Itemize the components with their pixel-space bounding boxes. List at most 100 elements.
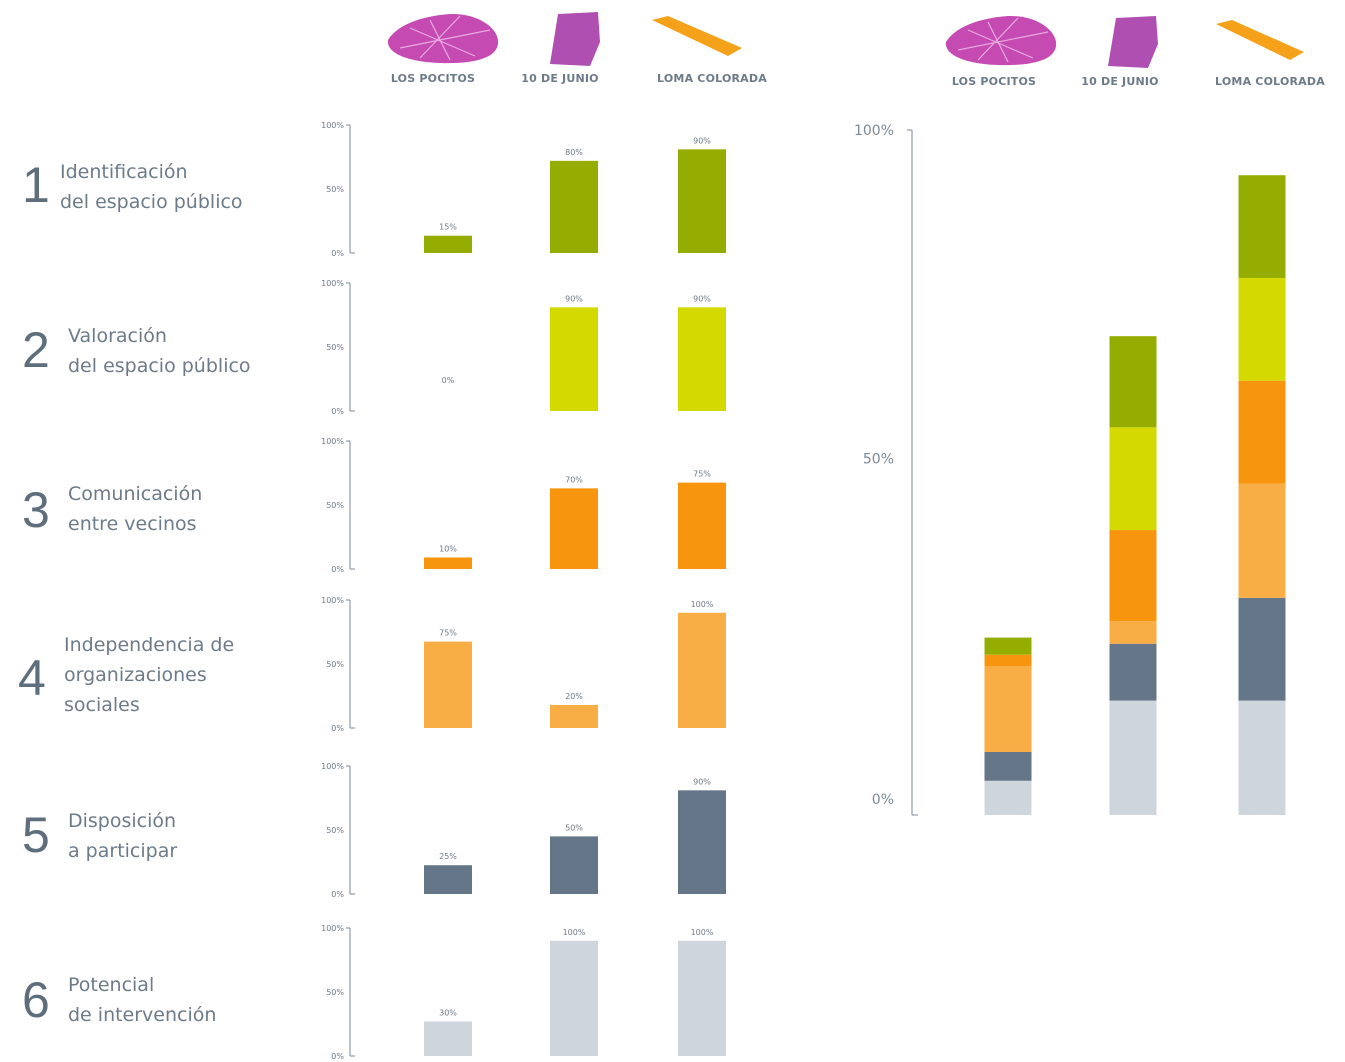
- stack-segment-3-0: [984, 654, 1032, 667]
- y-tick-label: 50%: [326, 501, 344, 510]
- y-tick-label: 100%: [321, 596, 344, 605]
- y-tick-label: 0%: [331, 407, 344, 416]
- right-header-10-de-junio: 10 DE JUNIO: [1081, 75, 1159, 88]
- data-label: 0%: [442, 376, 455, 385]
- diez-de-junio-map-icon: [550, 12, 600, 66]
- y-tick-label: 50%: [863, 452, 894, 468]
- stack-segment-1-1: [1109, 336, 1157, 428]
- stack-segment-4-2: [1238, 483, 1286, 598]
- y-tick-label: 50%: [326, 826, 344, 835]
- data-label: 20%: [565, 692, 583, 701]
- indicator-number-1: 1: [22, 157, 50, 213]
- y-tick-label: 50%: [326, 988, 344, 997]
- y-tick-label: 50%: [326, 343, 344, 352]
- bar-6-1: [550, 940, 598, 1056]
- right-header-los-pocitos: LOS POCITOS: [951, 75, 1037, 88]
- indicator-title-4: Independencia de organizaciones sociales: [64, 634, 235, 716]
- data-label: 100%: [691, 600, 714, 609]
- bar-4-1: [550, 704, 598, 728]
- data-label: 15%: [439, 223, 457, 232]
- data-label: 10%: [439, 544, 457, 553]
- indicator-title-6: Potencial de intervención: [68, 974, 217, 1026]
- indicator-chart-2: 100% 50% 0% 0% 90% 90%: [321, 279, 726, 416]
- stack-segment-1-2: [1238, 175, 1286, 278]
- stack-segment-1-0: [984, 637, 1032, 655]
- stack-segment-3-1: [1109, 530, 1157, 622]
- neighborhood-icons-left: [387, 12, 742, 66]
- bar-6-2: [678, 940, 726, 1056]
- bar-6-0: [424, 1021, 472, 1056]
- data-label: 25%: [439, 852, 457, 861]
- y-tick-label: 100%: [321, 762, 344, 771]
- left-header-loma-colorada: LOMA COLORADA: [657, 72, 767, 85]
- stacked-summary-chart: 0% 50% 100%: [854, 123, 1286, 816]
- bar-2-1: [550, 307, 598, 411]
- stack-segment-5-0: [984, 751, 1032, 781]
- data-label: 75%: [693, 470, 711, 479]
- indicator-number-4: 4: [18, 650, 46, 706]
- data-label: 75%: [439, 629, 457, 638]
- y-tick-label: 100%: [321, 437, 344, 446]
- indicator-title-3: Comunicación entre vecinos: [68, 483, 203, 535]
- y-tick-label: 0%: [331, 890, 344, 899]
- left-header-10-de-junio: 10 DE JUNIO: [521, 72, 599, 85]
- bar-3-2: [678, 482, 726, 569]
- left-header-los-pocitos: LOS POCITOS: [390, 72, 476, 85]
- stack-segment-6-1: [1109, 700, 1157, 815]
- y-tick-label: 50%: [326, 185, 344, 194]
- y-tick-label: 0%: [331, 565, 344, 574]
- indicator-title-2: Valoración del espacio público: [68, 325, 251, 377]
- bar-5-0: [424, 865, 472, 894]
- bar-1-2: [678, 149, 726, 253]
- bar-1-0: [424, 235, 472, 253]
- data-label: 90%: [693, 777, 711, 786]
- stack-segment-5-2: [1238, 597, 1286, 701]
- y-tick-label: 100%: [321, 924, 344, 933]
- indicator-chart-3: 100% 50% 0% 10% 70% 75%: [321, 437, 726, 574]
- indicator-chart-6: 100% 50% 0% 30% 100% 100%: [321, 924, 726, 1061]
- stack-segment-6-0: [984, 780, 1032, 815]
- stack-segment-2-2: [1238, 277, 1286, 381]
- bar-5-2: [678, 790, 726, 894]
- bar-3-0: [424, 557, 472, 569]
- indicator-number-3: 3: [22, 482, 50, 538]
- loma-colorada-map-icon: [652, 16, 742, 56]
- data-label: 30%: [439, 1008, 457, 1017]
- diez-de-junio-map-icon: [1108, 16, 1158, 68]
- bar-4-2: [678, 612, 726, 728]
- indicator-chart-4: 100% 50% 0% 75% 20% 100%: [321, 596, 726, 733]
- data-label: 100%: [691, 928, 714, 937]
- bar-4-0: [424, 641, 472, 728]
- indicator-bar-charts: 100% 50% 0% 15% 80% 90% 100% 50% 0% 0% 90% 90% 100% 5…: [321, 121, 726, 1061]
- stack-segment-3-2: [1238, 380, 1286, 484]
- los-pocitos-map-icon: [387, 13, 499, 64]
- indicator-title-5: Disposición a participar: [68, 810, 178, 862]
- bar-1-1: [550, 160, 598, 253]
- data-label: 70%: [565, 475, 583, 484]
- y-tick-label: 0%: [872, 792, 894, 808]
- data-label: 100%: [563, 928, 586, 937]
- los-pocitos-map-icon: [945, 15, 1057, 66]
- stack-segment-5-1: [1109, 643, 1157, 701]
- y-tick-label: 100%: [321, 279, 344, 288]
- indicator-chart-1: 100% 50% 0% 15% 80% 90%: [321, 121, 726, 258]
- data-label: 90%: [693, 136, 711, 145]
- neighborhood-icons-right: [945, 15, 1304, 68]
- y-tick-label: 0%: [331, 249, 344, 258]
- loma-colorada-map-icon: [1216, 20, 1304, 60]
- y-tick-label: 0%: [331, 724, 344, 733]
- indicator-number-2: 2: [22, 322, 50, 378]
- y-tick-label: 0%: [331, 1052, 344, 1061]
- right-header-loma-colorada: LOMA COLORADA: [1215, 75, 1325, 88]
- data-label: 80%: [565, 148, 583, 157]
- data-label: 90%: [693, 294, 711, 303]
- stack-segment-4-0: [984, 666, 1032, 752]
- data-label: 90%: [565, 294, 583, 303]
- bar-2-2: [678, 307, 726, 411]
- bar-3-1: [550, 488, 598, 569]
- y-tick-label: 100%: [854, 123, 894, 139]
- y-tick-label: 100%: [321, 121, 344, 130]
- stack-segment-4-1: [1109, 621, 1157, 644]
- indicator-chart-5: 100% 50% 0% 25% 50% 90%: [321, 762, 726, 899]
- indicator-number-5: 5: [22, 807, 50, 863]
